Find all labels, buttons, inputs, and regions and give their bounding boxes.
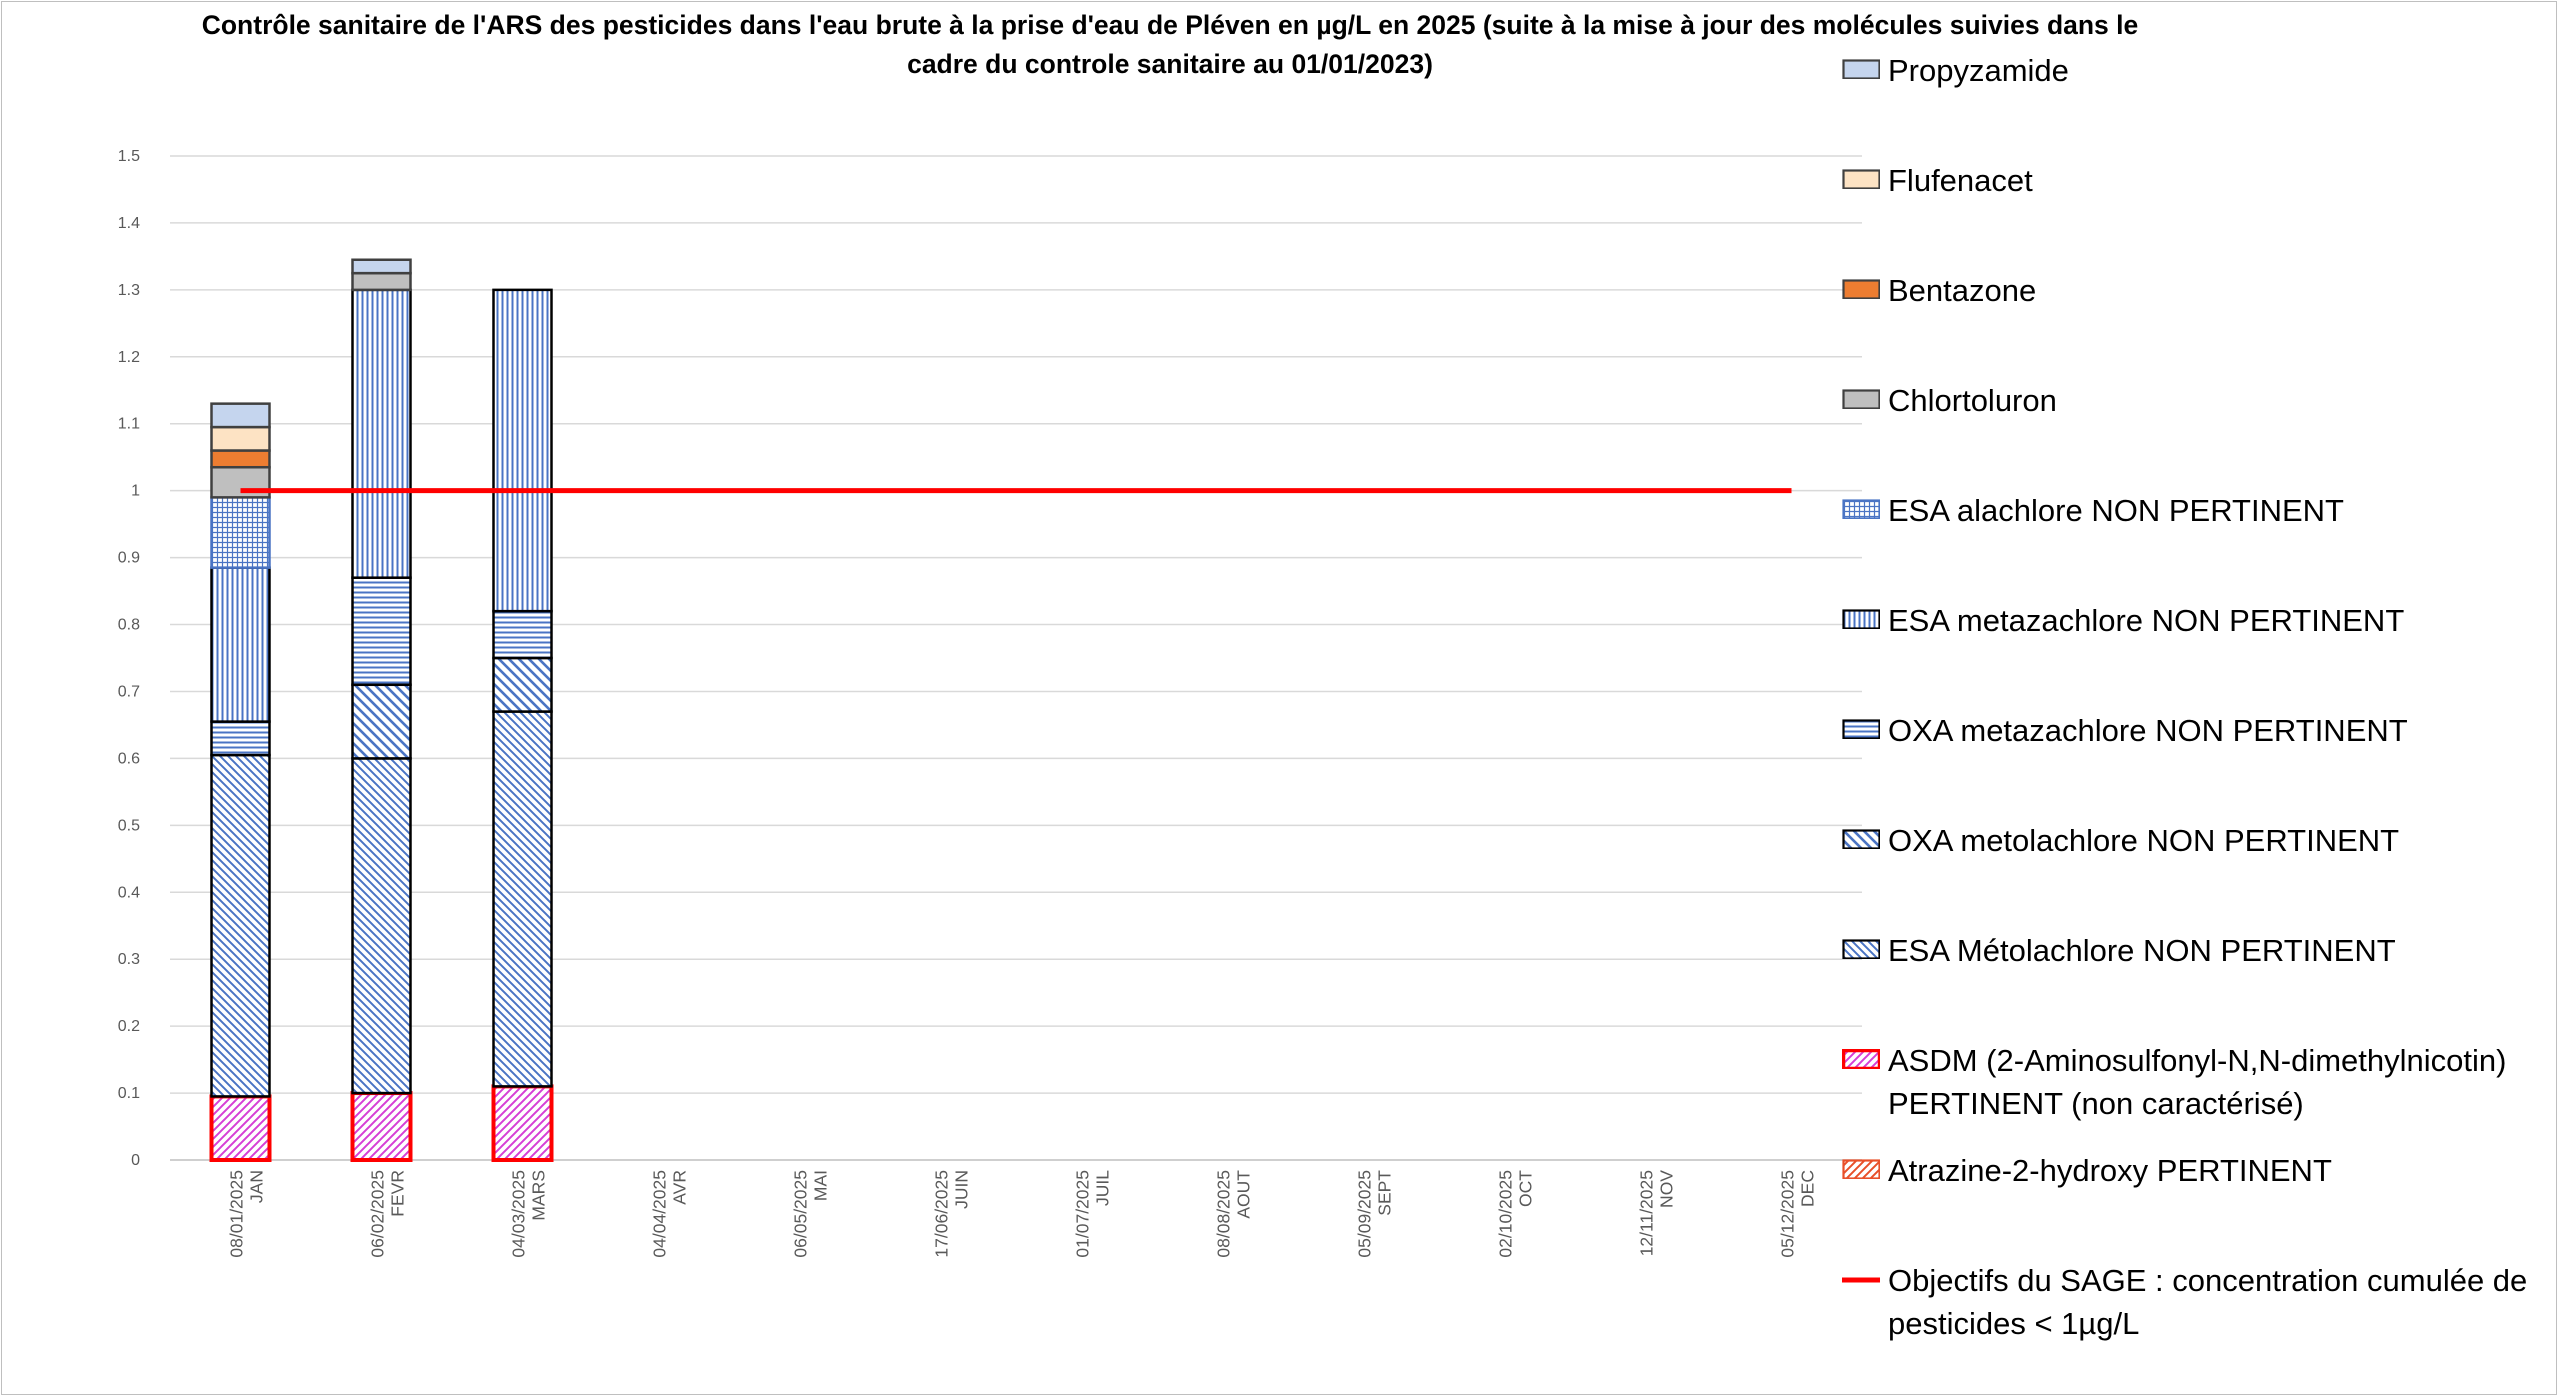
x-axis-tick-labels: 08/01/2025JAN 06/02/2025FEVR 04/03/2025MAR… — [227, 1170, 1818, 1258]
legend-swatch — [1842, 59, 1880, 79]
legend-swatch — [1842, 389, 1880, 409]
legend-label-line: PERTINENT (non caractérisé) — [1888, 1086, 2304, 1121]
legend-swatch — [1842, 939, 1880, 959]
bar-segment — [491, 1084, 554, 1162]
legend-label-line: ASDM (2-Aminosulfonyl-N,N-dimethylnicoti… — [1888, 1043, 2507, 1078]
x-tick-label: 01/07/2025JUIL — [1073, 1170, 1113, 1258]
bar-stack — [209, 402, 272, 1162]
legend-label: ESA Métolachlore NON PERTINENT — [1888, 929, 2396, 972]
legend-label: ESA alachlore NON PERTINENT — [1888, 489, 2344, 532]
y-tick-label: 0.2 — [118, 1018, 140, 1035]
legend-label-line: OXA metolachlore NON PERTINENT — [1888, 823, 2400, 858]
y-tick-label: 1.1 — [118, 416, 140, 433]
bar-segment — [210, 449, 271, 469]
gridlines — [170, 155, 1862, 1161]
legend-label-line: OXA metazachlore NON PERTINENT — [1888, 713, 2408, 748]
bar-segment — [351, 258, 412, 275]
legend-label-line: Flufenacet — [1888, 163, 2033, 198]
legend: Propyzamide Flufenacet Bentazone Chlortolur… — [1842, 0, 2560, 1398]
x-tick-label: 05/12/2025DEC — [1778, 1170, 1818, 1258]
chart-title-line-2: cadre du controle sanitaire au 01/01/202… — [907, 49, 1433, 79]
bar-segment — [210, 720, 271, 757]
bar-segment — [351, 576, 412, 687]
bar-segment — [210, 402, 271, 429]
x-tick-label: 17/06/2025JUIN — [932, 1170, 972, 1258]
legend-label-line: Atrazine-2-hydroxy PERTINENT — [1888, 1153, 2332, 1188]
bar-segment — [210, 496, 271, 569]
legend-label: Flufenacet — [1888, 159, 2033, 202]
bar-segment — [351, 683, 412, 760]
legend-label: OXA metazachlore NON PERTINENT — [1888, 709, 2408, 752]
legend-label-line: Bentazone — [1888, 273, 2037, 308]
bar-stack — [491, 288, 554, 1162]
bar-segment — [210, 425, 271, 452]
legend-swatch — [1842, 719, 1880, 739]
y-tick-label: 1.4 — [118, 215, 140, 232]
legend-swatch — [1842, 169, 1880, 189]
bar-segment — [351, 288, 412, 579]
y-tick-label: 0 — [131, 1152, 140, 1169]
legend-label-line: Chlortoluron — [1888, 383, 2057, 418]
chart-title-line-1: Contrôle sanitaire de l'ARS des pesticid… — [201, 10, 2139, 40]
y-tick-label: 0.8 — [118, 617, 140, 634]
x-tick-label: 06/02/2025FEVR — [368, 1170, 408, 1258]
legend-label-line: ESA Métolachlore NON PERTINENT — [1888, 933, 2396, 968]
bar-segment — [351, 271, 412, 292]
legend-label-line: ESA alachlore NON PERTINENT — [1888, 493, 2344, 528]
legend-label: Bentazone — [1888, 269, 2036, 312]
legend-swatch — [1842, 609, 1880, 629]
y-tick-label: 1.5 — [118, 148, 140, 165]
bar-segment — [210, 753, 271, 1098]
bar-stack — [350, 258, 413, 1162]
bar-segment — [209, 1094, 272, 1162]
x-tick-label: 05/09/2025SEPT — [1355, 1170, 1395, 1258]
y-tick-label: 0.9 — [118, 550, 140, 567]
x-tick-label: 06/05/2025MAI — [791, 1170, 831, 1258]
y-tick-label: 1.2 — [118, 349, 140, 366]
legend-label: Chlortoluron — [1888, 379, 2057, 422]
legend-label: ASDM (2-Aminosulfonyl-N,N-dimethylnicoti… — [1888, 1039, 2506, 1125]
x-tick-label: 04/03/2025MARS — [509, 1170, 549, 1258]
legend-label: Atrazine-2-hydroxy PERTINENT — [1888, 1149, 2332, 1192]
legend-swatch — [1842, 1277, 1880, 1283]
legend-label-line: ESA metazachlore NON PERTINENT — [1888, 603, 2405, 638]
legend-label: OXA metolachlore NON PERTINENT — [1888, 819, 2399, 862]
y-tick-label: 1.3 — [118, 282, 140, 299]
x-tick-label: 04/04/2025AVR — [650, 1170, 690, 1258]
stacked-bars — [209, 258, 554, 1162]
y-tick-label: 0.6 — [118, 750, 140, 767]
y-tick-label: 1 — [131, 483, 140, 500]
bar-segment — [492, 656, 553, 713]
legend-label: ESA metazachlore NON PERTINENT — [1888, 599, 2404, 642]
legend-swatch — [1842, 829, 1880, 849]
y-tick-label: 0.7 — [118, 683, 140, 700]
bar-segment — [492, 710, 553, 1088]
bar-segment — [350, 1091, 413, 1162]
legend-label-line: pesticides < 1µg/L — [1888, 1306, 2140, 1341]
legend-swatch — [1842, 1159, 1880, 1179]
legend-swatch — [1842, 1049, 1880, 1069]
x-tick-label: 12/11/2025NOV — [1637, 1170, 1677, 1257]
legend-swatch — [1842, 499, 1880, 519]
x-tick-label: 02/10/2025OCT — [1496, 1170, 1536, 1258]
bar-segment — [492, 609, 553, 660]
legend-label-line: Propyzamide — [1888, 53, 2069, 88]
y-tick-label: 0.5 — [118, 817, 140, 834]
bar-segment — [492, 288, 553, 613]
legend-label: Propyzamide — [1888, 49, 2069, 92]
bar-segment — [210, 566, 271, 723]
y-tick-label: 0.1 — [118, 1085, 140, 1102]
y-axis-tick-labels: 0 0.1 0.2 0.3 0.4 0.5 0.6 0.7 0.8 0.9 1 1.1 1.2 1.3 1.… — [118, 148, 140, 1169]
legend-label: Objectifs du SAGE : concentration cumulé… — [1888, 1259, 2527, 1345]
y-tick-label: 0.4 — [118, 884, 140, 901]
y-tick-label: 0.3 — [118, 951, 140, 968]
legend-swatch — [1842, 279, 1880, 299]
legend-label-line: Objectifs du SAGE : concentration cumulé… — [1888, 1263, 2528, 1298]
x-tick-label: 08/01/2025JAN — [227, 1170, 267, 1258]
x-tick-label: 08/08/2025AOUT — [1214, 1170, 1254, 1258]
bar-segment — [351, 757, 412, 1095]
